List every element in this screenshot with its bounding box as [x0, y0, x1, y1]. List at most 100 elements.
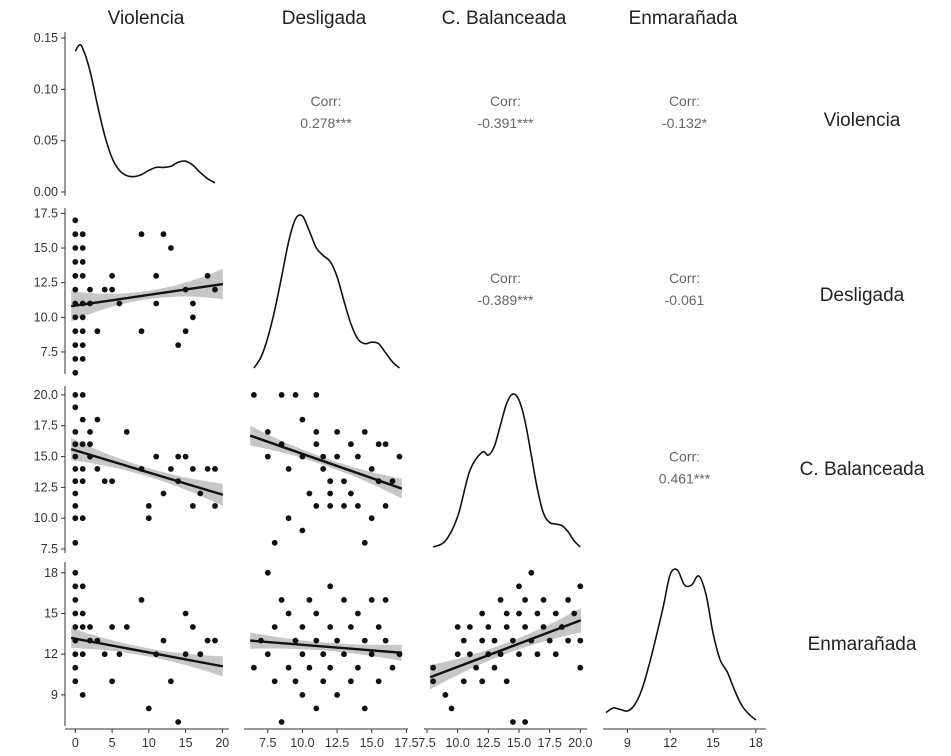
scatter-point — [292, 392, 299, 398]
scatter-point — [212, 466, 218, 472]
corr-panel-2-3: Corr: 0.461*** — [659, 449, 711, 487]
scatter-point — [190, 466, 196, 472]
y-tick-label: 0.05 — [34, 134, 58, 148]
scatter-point — [327, 583, 334, 590]
scatter-point — [94, 416, 101, 423]
corr-panel-0-3: Corr: -0.132* — [662, 93, 708, 131]
scatter-point — [485, 624, 492, 630]
scatter-point — [313, 637, 320, 644]
density-curve-0 — [74, 44, 216, 184]
scatter-point — [123, 429, 130, 435]
density-panel-3 — [605, 568, 757, 721]
corr-title: Corr: — [669, 270, 700, 286]
scatter-point — [251, 392, 257, 398]
scatter-point — [101, 651, 108, 658]
corr-title: Corr: — [669, 449, 700, 465]
scatter-point — [389, 478, 396, 485]
scatter-point — [334, 692, 340, 698]
scatter-panel-1-0 — [70, 217, 224, 376]
y-tick-label: 15.0 — [34, 450, 58, 464]
scatter-point — [285, 610, 292, 617]
x-tick-label: 15.0 — [507, 736, 531, 750]
scatter-point — [503, 624, 510, 630]
scatter-point — [361, 705, 368, 712]
scatter-panel-3-1 — [250, 569, 403, 725]
scatter-point — [79, 328, 86, 335]
scatter-point — [565, 597, 571, 603]
scatter-point — [454, 624, 461, 630]
scatter-point — [79, 441, 86, 448]
scatter-point — [313, 503, 320, 509]
x-tick-label: 12.5 — [325, 736, 349, 750]
x-tick-label: 0 — [72, 736, 79, 750]
scatter-point — [510, 637, 516, 644]
scatter-point — [341, 651, 347, 658]
scatter-point — [473, 664, 479, 671]
scatter-point — [116, 300, 123, 307]
scatter-point — [153, 453, 160, 460]
scatter-point — [145, 503, 152, 509]
x-tick-label: 9 — [624, 736, 631, 750]
scatter-point — [503, 678, 510, 685]
scatter-point — [138, 231, 145, 238]
y-tick-label: 10.0 — [34, 511, 58, 525]
corr-panel-1-3: Corr: -0.061 — [665, 270, 705, 308]
scatter-point — [448, 705, 455, 712]
x-tick-label: 10 — [142, 736, 156, 750]
scatter-point — [79, 342, 86, 348]
scatter-point — [175, 342, 182, 348]
scatter-point — [182, 328, 189, 335]
scatter-point — [382, 441, 389, 448]
scatter-point — [522, 597, 528, 603]
scatter-point — [375, 441, 382, 448]
scatter-point — [168, 245, 174, 251]
scatter-point — [306, 490, 313, 497]
y-tick-label: 12.5 — [34, 480, 58, 494]
x-axis-1: 7.5 10.0 12.5 15.0 17.5 — [244, 728, 419, 750]
scatter-point — [361, 539, 368, 546]
scatter-point — [334, 429, 340, 435]
scatter-point — [168, 678, 174, 685]
scatter-point — [72, 392, 79, 398]
x-tick-label: 10.0 — [290, 736, 314, 750]
scatter-point — [341, 503, 347, 509]
scatter-point — [87, 286, 93, 293]
scatter-point — [534, 610, 541, 617]
y-tick-label: 7.5 — [41, 345, 58, 359]
scatter-point — [540, 624, 547, 630]
scatter-point — [355, 610, 361, 617]
scatter-point — [285, 466, 292, 472]
row-titles: Violencia Desligada C. Balanceada Enmara… — [800, 110, 925, 655]
scatter-point — [292, 678, 299, 685]
scatter-point — [510, 719, 516, 725]
scatter-point — [79, 245, 86, 251]
scatter-point — [190, 624, 196, 630]
scatter-point — [72, 342, 79, 348]
scatter-point — [299, 651, 306, 658]
scatter-point — [72, 272, 79, 279]
scatter-point — [334, 453, 340, 460]
scatter-point — [109, 272, 115, 279]
scatter-point — [72, 286, 79, 293]
column-titles: Violencia Desligada C. Balanceada Enmara… — [108, 8, 738, 29]
scatter-point — [212, 286, 218, 293]
scatter-point — [341, 597, 347, 603]
scatter-point — [72, 231, 79, 238]
scatter-point — [204, 637, 211, 644]
scatter-point — [72, 490, 79, 497]
row-title-c-balanceada: C. Balanceada — [800, 459, 925, 480]
scatter-point — [72, 404, 79, 411]
scatter-point — [306, 597, 313, 603]
scatter-point — [522, 624, 528, 630]
x-tick-label: 7.5 — [418, 736, 435, 750]
regression-line — [70, 282, 224, 308]
scatter-point — [79, 651, 86, 658]
scatter-point — [442, 692, 449, 698]
scatter-point — [355, 503, 361, 509]
scatter-point — [175, 719, 182, 725]
scatter-point — [79, 416, 86, 423]
y-tick-label: 17.5 — [34, 419, 58, 433]
scatter-point — [534, 651, 541, 658]
scatter-point — [479, 678, 486, 685]
scatter-point — [516, 583, 522, 590]
